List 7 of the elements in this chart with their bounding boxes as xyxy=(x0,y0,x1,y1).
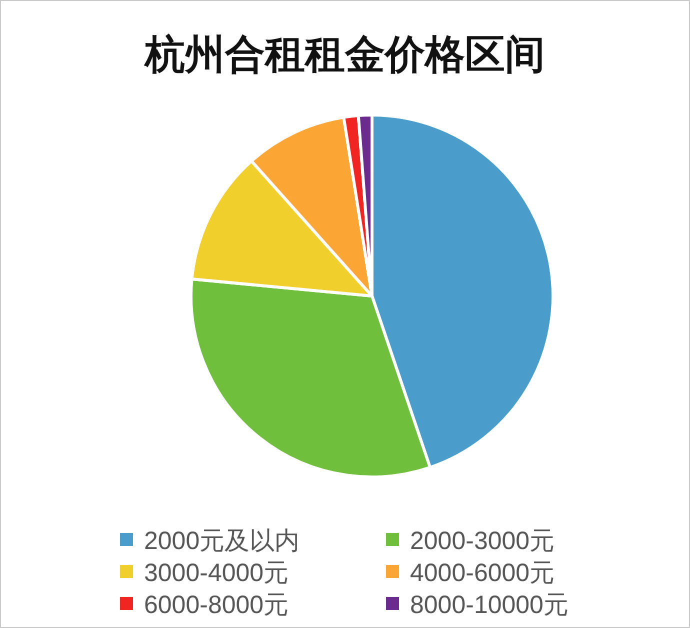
legend-label: 2000元及以内 xyxy=(144,527,300,555)
legend-label: 2000-3000元 xyxy=(410,527,555,555)
legend-label: 4000-6000元 xyxy=(410,559,555,587)
legend-label: 6000-8000元 xyxy=(144,591,289,619)
legend-label: 8000-10000元 xyxy=(410,591,568,619)
legend-label: 3000-4000元 xyxy=(144,559,289,587)
chart-title: 杭州合租租金价格区间 xyxy=(143,33,545,77)
